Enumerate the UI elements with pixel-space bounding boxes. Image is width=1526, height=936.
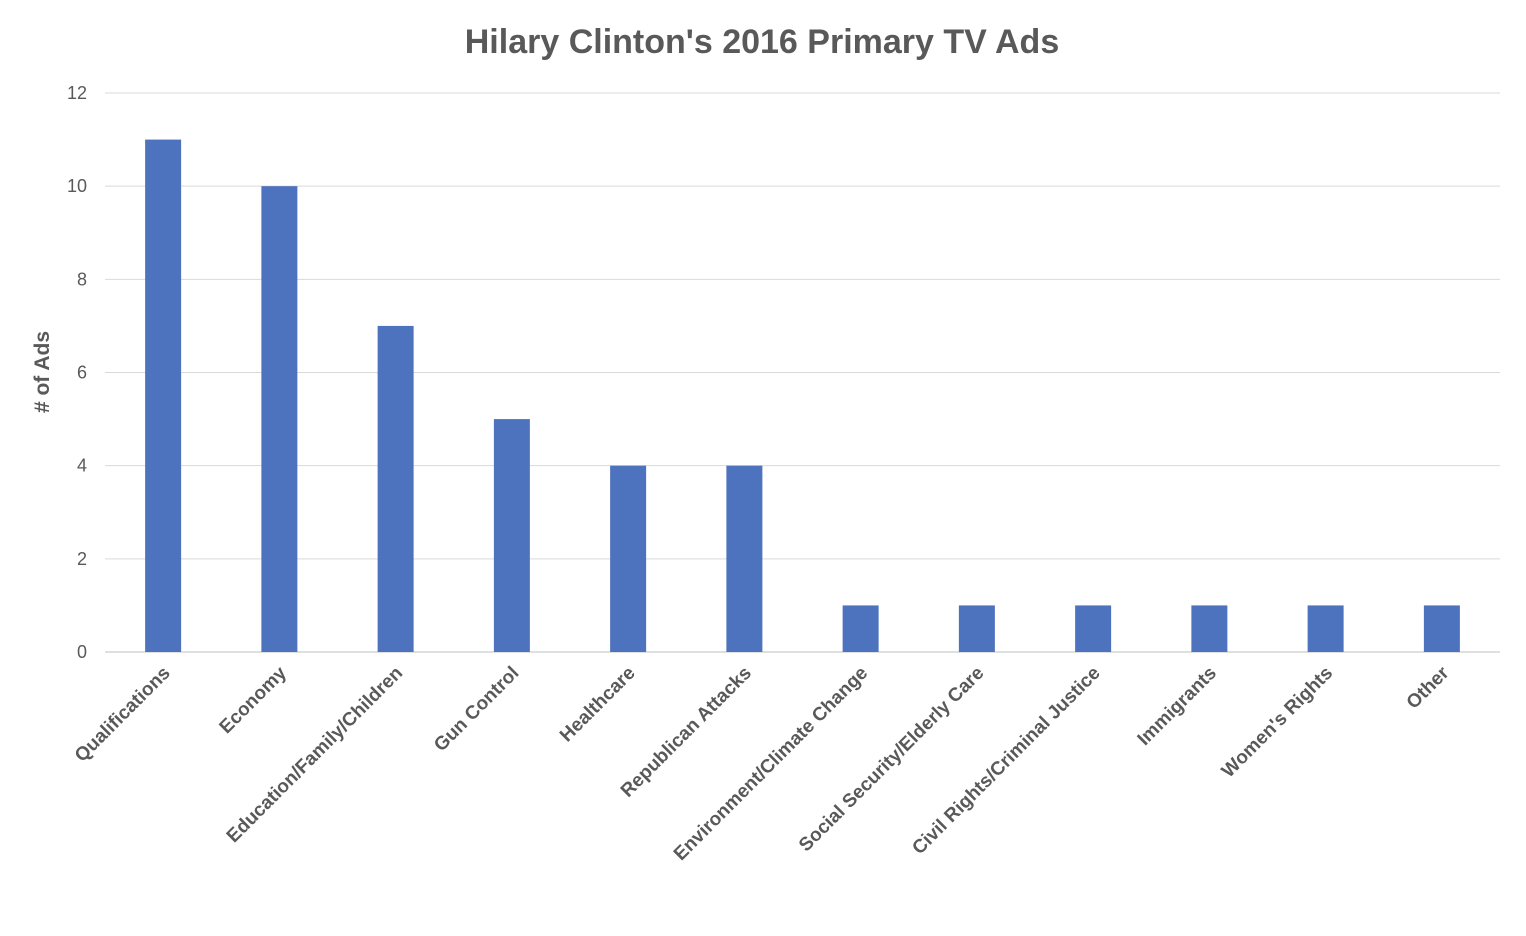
x-tick-label: Civil Rights/Criminal Justice	[908, 663, 1104, 859]
chart-title: Hilary Clinton's 2016 Primary TV Ads	[465, 23, 1060, 61]
y-tick-label: 10	[67, 176, 87, 196]
bar	[493, 419, 530, 652]
x-tick-label: Gun Control	[430, 663, 523, 756]
y-tick-label: 8	[77, 269, 87, 289]
x-tick-label: Economy	[216, 662, 292, 738]
y-tick-label: 2	[77, 549, 87, 569]
bar	[958, 605, 995, 652]
x-tick-label: Environment/Climate Change	[670, 663, 872, 865]
y-tick-label: 6	[77, 363, 87, 383]
x-tick-label: Women's Rights	[1218, 663, 1337, 782]
bar	[726, 465, 763, 652]
bar	[1423, 605, 1460, 652]
x-tick-label: Other	[1403, 662, 1454, 713]
x-tick-label: Healthcare	[556, 663, 640, 747]
bar	[610, 465, 647, 652]
bar	[1191, 605, 1228, 652]
y-tick-label: 0	[77, 642, 87, 662]
y-tick-label: 4	[77, 456, 87, 476]
bar	[1075, 605, 1112, 652]
bar	[145, 139, 182, 653]
bar	[842, 605, 879, 652]
x-tick-label: Immigrants	[1134, 663, 1221, 750]
bar	[377, 325, 414, 652]
y-axis-title: # of Ads	[31, 331, 54, 413]
x-tick-label: Social Security/Elderly Care	[795, 663, 988, 856]
x-tick-label: Republican Attacks	[617, 663, 756, 802]
x-tick-label: Qualifications	[71, 663, 175, 767]
bar	[261, 186, 298, 652]
y-tick-label: 12	[67, 83, 87, 103]
bar	[1307, 605, 1344, 652]
